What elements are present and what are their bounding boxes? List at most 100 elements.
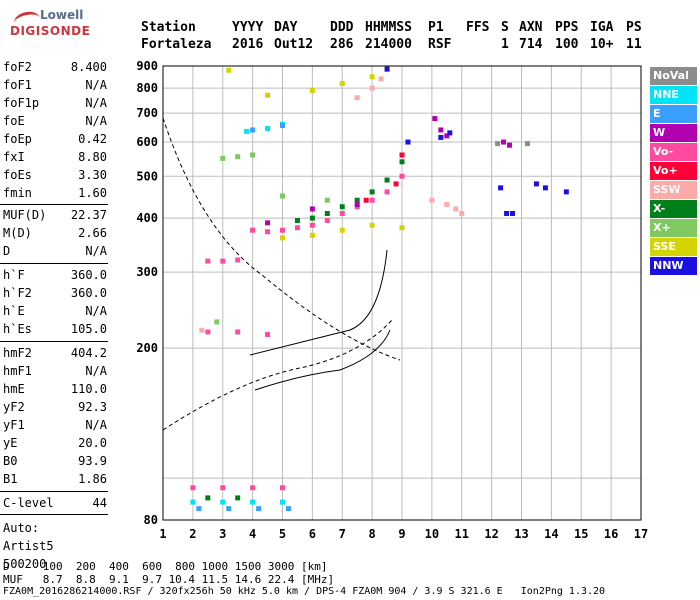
x-tick-label: 7 bbox=[339, 527, 346, 541]
param-value: 8.400 bbox=[70, 60, 107, 74]
x-tick-label: 16 bbox=[604, 527, 618, 541]
param-name: yF1 bbox=[3, 418, 25, 432]
y-tick-label: 400 bbox=[136, 211, 158, 225]
param-name: hmF1 bbox=[3, 364, 32, 378]
param-name: foE bbox=[3, 114, 25, 128]
header-value-doy: 286 bbox=[330, 37, 354, 52]
chart-marks bbox=[190, 66, 569, 512]
param-row: foE N/A bbox=[3, 114, 107, 132]
legend-item: NNE bbox=[650, 86, 697, 104]
header-value-s: 1 bbox=[501, 37, 509, 52]
param-row: yF2 92.3 bbox=[3, 400, 107, 418]
data-point bbox=[438, 134, 444, 140]
distance-row: D 100 200 400 600 800 1000 1500 3000 [km… bbox=[3, 560, 328, 573]
data-point bbox=[447, 130, 453, 136]
data-point bbox=[384, 66, 390, 72]
data-point bbox=[220, 499, 226, 505]
header-label-axn: AXN bbox=[519, 20, 543, 35]
param-name: MUF(D) bbox=[3, 208, 47, 222]
param-name: hmF2 bbox=[3, 346, 32, 360]
param-name: h`Es bbox=[3, 322, 32, 336]
data-point bbox=[533, 181, 539, 187]
data-point bbox=[399, 159, 405, 165]
data-point bbox=[354, 95, 360, 101]
x-tick-label: 1 bbox=[159, 527, 166, 541]
legend-item: E bbox=[650, 105, 697, 123]
data-point bbox=[369, 74, 375, 80]
header-label-s: S bbox=[501, 20, 509, 35]
data-point bbox=[214, 319, 220, 325]
header-label-p1: P1 bbox=[428, 20, 444, 35]
data-point bbox=[220, 155, 226, 161]
data-point bbox=[250, 485, 256, 491]
header-label-day: DAY bbox=[274, 20, 298, 35]
data-point bbox=[339, 210, 345, 216]
data-point bbox=[280, 235, 285, 241]
header-label-pps: PPS bbox=[555, 20, 579, 35]
header-label-year: YYYY bbox=[232, 20, 264, 35]
header-value-ps: 11 bbox=[626, 37, 642, 52]
param-value: 110.0 bbox=[70, 382, 107, 396]
header-value-time: 214000 bbox=[365, 37, 412, 52]
data-point bbox=[429, 197, 435, 203]
data-point bbox=[378, 76, 384, 82]
x-tick-label: 5 bbox=[279, 527, 286, 541]
param-row: C-level 44 bbox=[3, 496, 107, 514]
data-point bbox=[542, 185, 548, 191]
data-point bbox=[256, 506, 262, 512]
data-point bbox=[432, 116, 438, 122]
x-tick-label: 8 bbox=[369, 527, 376, 541]
data-point bbox=[524, 141, 530, 147]
param-row: D N/A bbox=[3, 244, 107, 262]
data-point bbox=[280, 227, 285, 233]
y-tick-label: 700 bbox=[136, 106, 158, 120]
data-point bbox=[324, 217, 330, 223]
y-tick-label: 80 bbox=[144, 513, 158, 527]
param-value: 93.9 bbox=[78, 454, 107, 468]
param-value: 0.42 bbox=[78, 132, 107, 146]
header-label-station: Station bbox=[141, 20, 196, 35]
data-point bbox=[498, 185, 504, 191]
param-value: 1.60 bbox=[78, 186, 107, 200]
data-point bbox=[384, 177, 390, 183]
legend-item: X- bbox=[650, 200, 697, 218]
data-point bbox=[250, 227, 256, 233]
profile-curve bbox=[249, 249, 388, 356]
data-point bbox=[369, 189, 375, 195]
header-value-year: 2016 bbox=[232, 37, 264, 52]
data-point bbox=[438, 127, 444, 133]
header-value-day: Out12 bbox=[274, 37, 314, 52]
data-point bbox=[504, 210, 510, 216]
digisonde-logo: Lowell DIGISONDE bbox=[8, 6, 90, 46]
param-value: N/A bbox=[85, 304, 107, 318]
header-label-ffs: FFS bbox=[466, 20, 490, 35]
param-row: foEp 0.42 bbox=[3, 132, 107, 150]
auto-line: 500200 bbox=[3, 557, 47, 571]
data-point bbox=[280, 499, 285, 505]
param-name: C-level bbox=[3, 496, 54, 510]
param-name: h`E bbox=[3, 304, 25, 318]
data-point bbox=[235, 495, 241, 501]
legend-item: X+ bbox=[650, 219, 697, 237]
param-row: hmF2 404.2 bbox=[3, 346, 107, 364]
x-tick-label: 3 bbox=[219, 527, 226, 541]
data-point bbox=[369, 197, 375, 203]
y-tick-label: 900 bbox=[136, 59, 158, 73]
data-point bbox=[324, 210, 330, 216]
param-row: B1 1.86 bbox=[3, 472, 107, 490]
data-point bbox=[459, 210, 465, 216]
param-name: h`F2 bbox=[3, 286, 32, 300]
logo-line1: Lowell bbox=[40, 8, 84, 22]
data-point bbox=[220, 485, 226, 491]
file-info: FZA0M_2016286214000.RSF / 320fx256h 50 k… bbox=[3, 586, 606, 597]
chart-ticks: 1 2 3 4 5 6 7 8 9 10 11 12 13 14 15 16 17802003004005006… bbox=[136, 59, 648, 541]
data-point bbox=[235, 154, 241, 160]
param-row: B0 93.9 bbox=[3, 454, 107, 472]
param-row: M(D) 2.66 bbox=[3, 226, 107, 244]
data-point bbox=[309, 215, 315, 221]
data-point bbox=[339, 80, 345, 86]
legend-item: Vo- bbox=[650, 143, 697, 161]
muf-row: MUF 8.7 8.8 9.1 9.7 10.4 11.5 14.6 22.4 … bbox=[3, 573, 335, 586]
param-name: foEp bbox=[3, 132, 32, 146]
